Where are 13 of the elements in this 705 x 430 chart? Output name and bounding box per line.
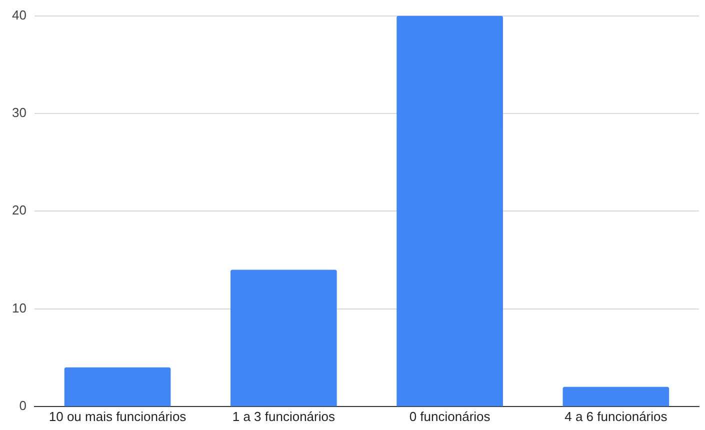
y-tick-label: 30 (12, 105, 26, 120)
y-tick-label: 40 (12, 7, 26, 22)
y-tick-label: 0 (19, 398, 26, 413)
bar (230, 270, 337, 406)
x-tick-label: 4 a 6 funcionários (564, 408, 668, 424)
x-tick-label: 0 funcionários (409, 408, 491, 424)
bar (64, 367, 171, 406)
x-tick-label: 1 a 3 funcionários (232, 408, 336, 424)
x-tick-label: 10 ou mais funcionários (48, 408, 187, 424)
bar (562, 386, 670, 406)
y-tick-label: 20 (12, 202, 26, 218)
y-tick-label: 10 (12, 300, 26, 316)
bar (396, 16, 503, 406)
